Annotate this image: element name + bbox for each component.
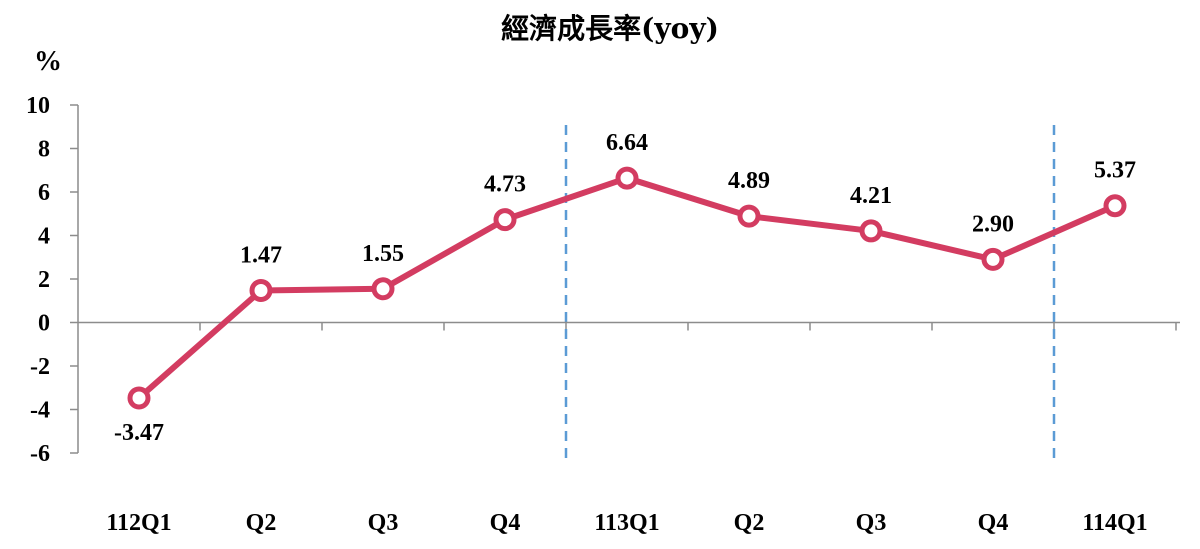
year-dividers (564, 125, 1056, 460)
data-point (859, 219, 883, 243)
y-tick-label: 6 (38, 180, 50, 206)
data-label: 2.90 (972, 211, 1014, 237)
x-tick-label: Q4 (978, 510, 1009, 536)
data-label: 5.37 (1094, 158, 1136, 184)
data-point (127, 386, 151, 410)
data-labels: -3.47 1.47 1.55 4.73 6.64 4.89 4.21 2.90 5.37 (114, 130, 1136, 446)
x-tick-label: Q2 (246, 510, 277, 536)
y-tick-label: 2 (38, 267, 50, 293)
x-tick-label: 113Q1 (594, 510, 659, 536)
data-point (737, 204, 761, 228)
data-label: 1.47 (240, 243, 282, 269)
y-tick-label: -2 (30, 354, 50, 380)
x-tick-label: Q2 (734, 510, 765, 536)
data-label: 1.55 (362, 241, 404, 267)
y-tick-label: 10 (26, 93, 50, 119)
data-point (981, 247, 1005, 271)
data-point (249, 279, 273, 303)
data-point (615, 166, 639, 190)
y-tick-label: -4 (30, 398, 50, 424)
x-tick-label: Q4 (490, 510, 521, 536)
data-label: 6.64 (606, 130, 648, 156)
x-tick-label: Q3 (368, 510, 399, 536)
series-line (136, 175, 1118, 401)
data-label: 4.21 (850, 183, 892, 209)
chart-title: 經濟成長率(yoy) (501, 12, 719, 45)
data-point (1103, 194, 1127, 218)
x-tick-label: Q3 (856, 510, 887, 536)
y-axis-unit: % (34, 46, 62, 77)
data-point (493, 208, 517, 232)
y-tick-label: 0 (38, 311, 50, 337)
y-tick-label: -6 (30, 441, 50, 467)
data-points (127, 166, 1127, 410)
data-label: -3.47 (114, 420, 164, 446)
data-label: 4.73 (484, 172, 526, 198)
y-tick-label: 4 (38, 224, 50, 250)
y-tick-label: 8 (38, 137, 50, 163)
x-axis-ticks: 112Q1 Q2 Q3 Q4 113Q1 Q2 Q3 Q4 114Q1 (106, 322, 1177, 536)
y-axis-ticks: 10 8 6 4 2 0 -2 -4 -6 (26, 93, 78, 467)
data-point (371, 277, 395, 301)
x-tick-label: 114Q1 (1082, 510, 1147, 536)
x-tick-label: 112Q1 (106, 510, 171, 536)
data-label: 4.89 (728, 168, 770, 194)
